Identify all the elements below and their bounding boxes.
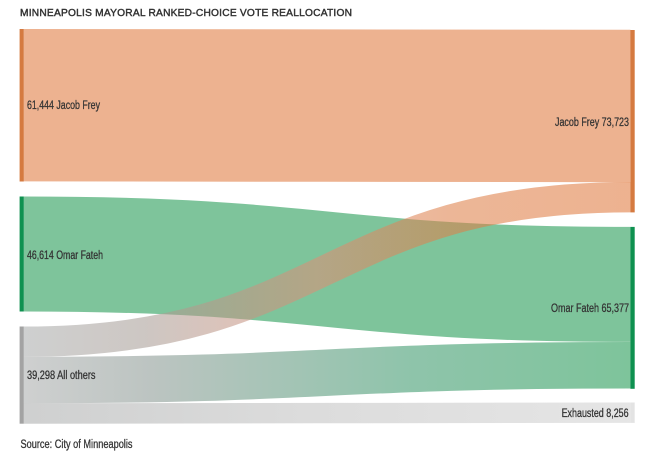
svg-text:46,614 Omar Fateh: 46,614 Omar Fateh [27,250,103,262]
svg-text:39,298 All others: 39,298 All others [27,370,96,382]
svg-text:61,444 Jacob Frey: 61,444 Jacob Frey [27,100,100,112]
svg-text:Source: City of Minneapolis: Source: City of Minneapolis [21,439,133,451]
svg-text:Jacob Frey 73,723: Jacob Frey 73,723 [555,117,629,129]
svg-text:Omar Fateh 65,377: Omar Fateh 65,377 [551,303,629,315]
svg-text:MINNEAPOLIS MAYORAL RANKED-CHO: MINNEAPOLIS MAYORAL RANKED-CHOICE VOTE R… [20,8,352,19]
svg-text:Exhausted 8,256: Exhausted 8,256 [562,408,629,420]
